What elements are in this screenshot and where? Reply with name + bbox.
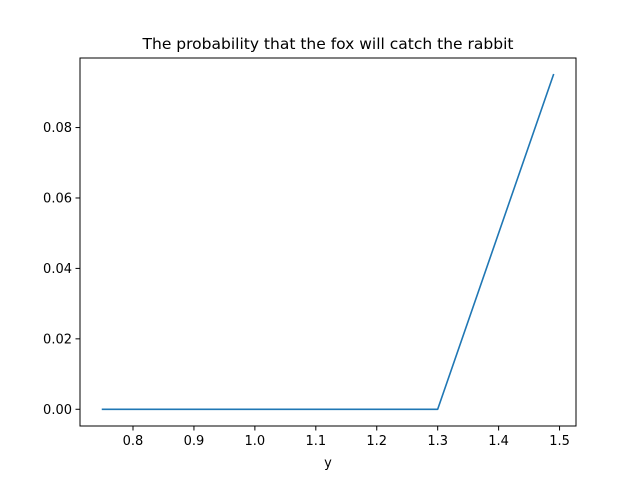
y-tick-label: 0.02 [43,332,72,347]
x-tick-label: 0.8 [123,434,144,449]
x-axis-label: y [324,456,332,471]
series-line [101,73,555,411]
y-axis: 0.00 0.02 0.04 0.06 0.08 [43,121,80,418]
plot-frame [79,57,577,427]
x-axis: 0.8 0.9 1.0 1.1 1.2 1.3 1.4 1.5 [123,426,570,449]
x-tick-label: 1.0 [245,434,266,449]
x-tick-label: 1.3 [427,434,448,449]
x-tick-label: 1.2 [366,434,387,449]
plot-area [79,57,577,427]
x-tick-label: 1.4 [488,434,509,449]
y-tick-label: 0.04 [43,262,72,277]
x-tick-label: 1.5 [549,434,570,449]
chart-title: The probability that the fox will catch … [142,35,514,53]
y-tick-label: 0.06 [43,191,72,206]
x-tick-label: 0.9 [184,434,205,449]
series-layer [101,73,555,411]
x-tick-label: 1.1 [305,434,326,449]
y-tick-label: 0.00 [43,403,72,418]
y-tick-label: 0.08 [43,121,72,136]
